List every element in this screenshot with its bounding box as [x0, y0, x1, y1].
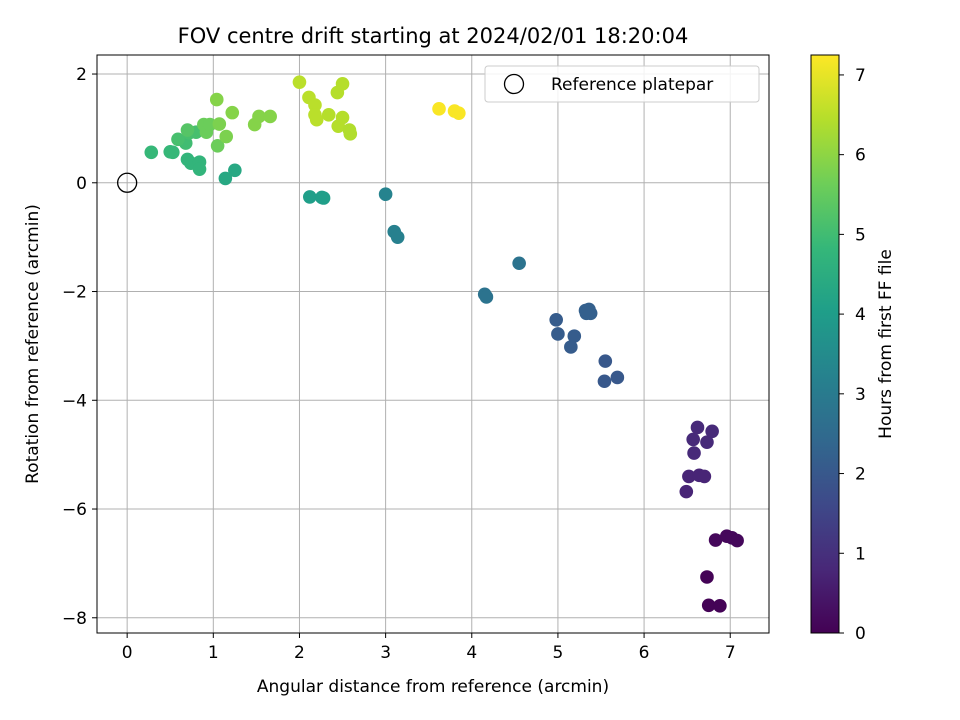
colorbar-label: Hours from first FF file [876, 249, 896, 439]
scatter-point [390, 230, 405, 244]
colorbar-tick-label: 7 [855, 66, 866, 86]
legend-box [484, 65, 760, 103]
scatter-point [212, 117, 227, 131]
x-tick-label: 1 [208, 643, 219, 663]
plot-frame [96, 54, 770, 634]
legend: Reference platepar [484, 65, 760, 103]
x-tick-label: 3 [380, 643, 391, 663]
scatter-point [700, 570, 714, 584]
colorbar-tick-label: 6 [855, 146, 866, 166]
scatter-point [701, 598, 716, 613]
scatter-point [687, 446, 701, 460]
colorbar: 0 1 2 3 4 5 6 7 Hours from first FF file [810, 54, 896, 644]
colorbar-tick-label: 1 [855, 544, 866, 564]
colorbar-ticks: 0 1 2 3 4 5 6 7 [839, 66, 866, 644]
scatter-point [210, 139, 225, 153]
colorbar-tick-label: 4 [855, 305, 866, 325]
scatter-point [144, 145, 159, 160]
colorbar-tick-label: 0 [855, 624, 866, 644]
scatter-point [335, 77, 350, 91]
scatter-point [343, 127, 358, 141]
scatter-point [303, 190, 317, 204]
scatter-point [713, 599, 727, 613]
scatter-point [610, 370, 625, 385]
scatter-point [682, 469, 696, 484]
scatter-point [378, 187, 393, 201]
legend-marker-reference [503, 73, 525, 95]
scatter-point [708, 533, 723, 547]
scatter-point [316, 191, 331, 205]
scatter-point [549, 313, 563, 327]
scatter-point [309, 112, 324, 127]
scatter-point [700, 435, 714, 449]
x-tick-label: 2 [294, 643, 305, 663]
scatter-point [705, 424, 719, 439]
scatter-point [512, 256, 526, 271]
scatter-point [452, 106, 466, 120]
scatter-point [432, 102, 446, 116]
scatter-point [192, 162, 207, 176]
scatter-point [686, 432, 700, 447]
scatter-point [166, 145, 180, 160]
x-tick-label: 0 [122, 643, 133, 663]
scatter-point [690, 420, 705, 435]
scatter-point [335, 110, 350, 125]
colorbar-gradient [810, 54, 840, 634]
scatter-point [730, 533, 744, 548]
scatter-points [117, 75, 744, 613]
scatter-point [263, 109, 277, 124]
y-tick-label: 2 [76, 65, 87, 85]
x-tick-label: 7 [725, 643, 736, 663]
x-tick-label: 4 [466, 643, 477, 663]
scatter-point [308, 98, 322, 112]
scatter-point [579, 306, 594, 321]
y-tick-label: 0 [76, 174, 87, 194]
y-tick-label: −6 [62, 500, 87, 520]
colorbar-tick-label: 3 [855, 385, 866, 405]
scatter-point [564, 340, 578, 354]
scatter-point [597, 374, 612, 389]
y-tick-label: −2 [62, 283, 87, 303]
x-tick-label: 5 [553, 643, 564, 663]
colorbar-tick-label: 2 [855, 465, 866, 485]
scatter-point [209, 92, 224, 107]
scatter-point [567, 329, 582, 343]
x-axis-label: Angular distance from reference (arcmin) [257, 677, 609, 697]
colorbar-tick-label: 5 [855, 225, 866, 245]
scatter-point [292, 75, 307, 89]
scatter-point [697, 469, 712, 484]
scatter-point [171, 132, 185, 147]
scatter-point [252, 109, 266, 124]
reference-point-marker [117, 172, 138, 193]
scatter-point [225, 105, 240, 120]
y-tick-label: −8 [62, 609, 87, 629]
scatter-point [551, 327, 565, 341]
scatter-point [218, 171, 233, 186]
x-tick-label: 6 [639, 643, 650, 663]
scatter-point [321, 108, 336, 122]
chart-title: FOV centre drift starting at 2024/02/01 … [178, 24, 689, 48]
scatter-point [219, 129, 234, 144]
scatter-point [228, 163, 242, 178]
scatter-point [180, 123, 195, 137]
scatter-point [679, 484, 694, 499]
legend-label-reference: Reference platepar [551, 75, 713, 95]
grid [97, 55, 769, 633]
axis-ticks: 0 1 2 3 4 5 6 7 2 0 −2 −4 −6 −8 [62, 65, 736, 663]
scatter-point [598, 354, 613, 368]
scatter-point [479, 290, 494, 304]
y-tick-label: −4 [62, 391, 87, 411]
y-axis-label: Rotation from reference (arcmin) [23, 204, 43, 484]
